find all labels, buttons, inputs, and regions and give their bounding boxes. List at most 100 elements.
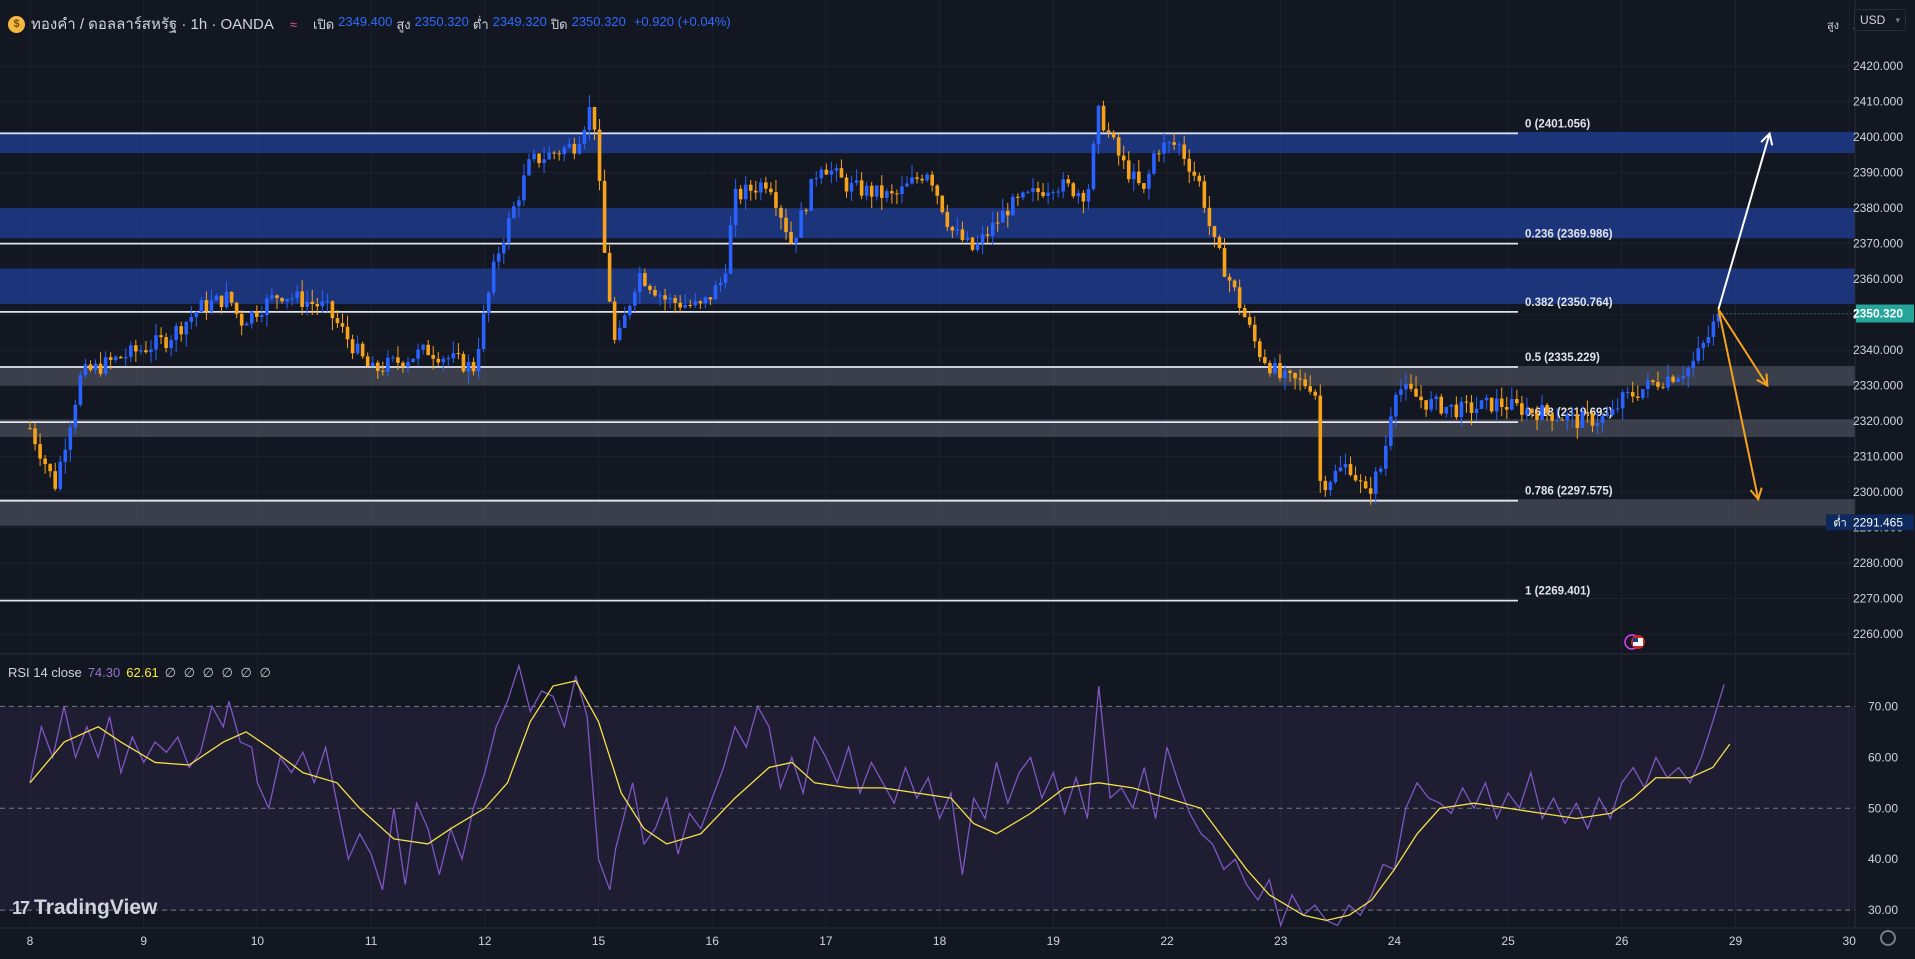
fib-level-label: 0.786 (2297.575) xyxy=(1525,486,1613,498)
projection-arrow-line[interactable] xyxy=(1717,309,1760,500)
candle-down xyxy=(779,207,783,218)
candle-down xyxy=(1308,386,1312,392)
price-tick-label: 2320.000 xyxy=(1853,414,1903,428)
candle-up xyxy=(123,356,128,359)
candle-up xyxy=(1394,394,1398,417)
candle-up xyxy=(799,210,803,238)
tradingview-logo[interactable]: 17 TradingView xyxy=(12,896,157,920)
candle-up xyxy=(1474,408,1479,413)
candle-up xyxy=(496,253,501,262)
price-tick-label: 2400.000 xyxy=(1853,130,1903,144)
candle-down xyxy=(960,229,965,241)
low-marker-bg xyxy=(1856,514,1914,531)
candle-up xyxy=(854,180,859,183)
candle-up xyxy=(1389,416,1393,446)
candle-down xyxy=(890,191,894,194)
candle-down xyxy=(1535,413,1539,421)
price-axis[interactable]: 2260.0002270.0002280.0002290.0002300.000… xyxy=(1826,0,1914,928)
us-flag-icon[interactable] xyxy=(1624,634,1646,650)
projection-arrow-line[interactable] xyxy=(1717,308,1769,387)
rsi-extra-values: ∅ ∅ ∅ ∅ ∅ ∅ xyxy=(164,665,273,680)
price-tick-label: 2370.000 xyxy=(1853,237,1903,251)
candle-down xyxy=(315,304,320,307)
candle-up xyxy=(1031,188,1035,192)
time-tick-label: 11 xyxy=(365,934,378,948)
rsi-legend[interactable]: RSI 14 close 74.30 62.61 ∅ ∅ ∅ ∅ ∅ ∅ xyxy=(8,665,273,681)
candle-down xyxy=(340,323,345,327)
candle-down xyxy=(1142,183,1146,189)
candle-down xyxy=(753,190,758,193)
candle-up xyxy=(199,300,204,312)
rsi-tick-label: 40.00 xyxy=(1868,852,1898,866)
candle-down xyxy=(643,272,647,286)
projection-arrow-head[interactable] xyxy=(1760,131,1774,146)
candle-down xyxy=(1409,383,1413,389)
candle-down xyxy=(426,344,430,356)
projection-arrow-line[interactable] xyxy=(1717,133,1771,310)
wave-icon[interactable]: ≈ xyxy=(289,16,297,32)
candle-up xyxy=(1540,404,1544,421)
candle-down xyxy=(1137,171,1141,184)
candle-down xyxy=(179,326,184,335)
candle-down xyxy=(1469,402,1474,413)
candle-up xyxy=(718,282,723,286)
candle-up xyxy=(910,177,914,184)
currency-selector[interactable]: USD ▾ xyxy=(1854,9,1906,31)
candle-up xyxy=(1076,192,1081,197)
fibonacci-levels[interactable]: 0 (2401.056) 0.236 (2369.986) 0.382 (2350.… xyxy=(0,118,1613,602)
candle-down xyxy=(537,153,541,164)
candle-down xyxy=(1217,236,1222,249)
candle-down xyxy=(1182,144,1186,159)
candle-down xyxy=(1263,357,1267,363)
candle-up xyxy=(1706,337,1711,344)
candle-up xyxy=(1177,144,1181,146)
candle-down xyxy=(1545,404,1549,414)
current-price-bg[interactable] xyxy=(1856,304,1914,323)
candle-down xyxy=(1278,363,1282,378)
symbol-title[interactable]: ทองคำ / ดอลลาร์สหรัฐ · 1h · OANDA xyxy=(31,16,274,33)
candle-up xyxy=(1686,368,1691,377)
candle-up xyxy=(834,168,839,171)
gear-icon[interactable] xyxy=(1880,930,1896,946)
open-value: 2349.400 xyxy=(338,13,393,29)
candle-up xyxy=(184,321,189,335)
candle-up xyxy=(295,291,299,299)
price-tick-label: 2360.000 xyxy=(1853,272,1903,286)
candle-up xyxy=(370,362,375,367)
candle-down xyxy=(1041,192,1045,197)
projection-arrow-head[interactable] xyxy=(1749,487,1763,502)
candle-down xyxy=(1237,287,1242,309)
rsi-tick-label: 50.00 xyxy=(1868,801,1898,815)
candle-down xyxy=(300,291,304,307)
time-axis[interactable]: 8 9 10 11 12 15 16 17 18 19 22 23 24 25 26 29 30 xyxy=(0,927,1915,948)
candle-down xyxy=(38,444,42,459)
candle-up xyxy=(965,237,970,241)
candle-down xyxy=(360,343,365,357)
candle-up xyxy=(224,291,229,308)
gold-coin-icon[interactable]: $ xyxy=(8,15,25,33)
candle-down xyxy=(1348,463,1353,476)
projection-arrow-head[interactable] xyxy=(1756,373,1769,388)
candle-down xyxy=(789,232,793,244)
candle-down xyxy=(280,298,284,302)
open-label: เปิด xyxy=(313,16,335,32)
time-tick-label: 9 xyxy=(140,934,147,948)
candle-up xyxy=(1383,445,1388,469)
candle-down xyxy=(48,464,52,472)
candle-down xyxy=(1313,391,1318,396)
candle-down xyxy=(1157,153,1161,155)
price-tick-label: 2280.000 xyxy=(1853,556,1903,570)
current-price-label[interactable]: 2350.320 xyxy=(1853,307,1903,321)
candle-down xyxy=(144,350,148,353)
candle-down xyxy=(1081,192,1086,202)
candle-up xyxy=(693,301,698,306)
candle-down xyxy=(134,345,138,352)
fib-level-label: 0 (2401.056) xyxy=(1525,118,1590,130)
candle-down xyxy=(648,285,652,290)
candle-down xyxy=(239,313,244,326)
candle-up xyxy=(1580,411,1585,428)
candle-down xyxy=(1252,324,1257,342)
projection-arrows[interactable] xyxy=(1717,131,1774,502)
